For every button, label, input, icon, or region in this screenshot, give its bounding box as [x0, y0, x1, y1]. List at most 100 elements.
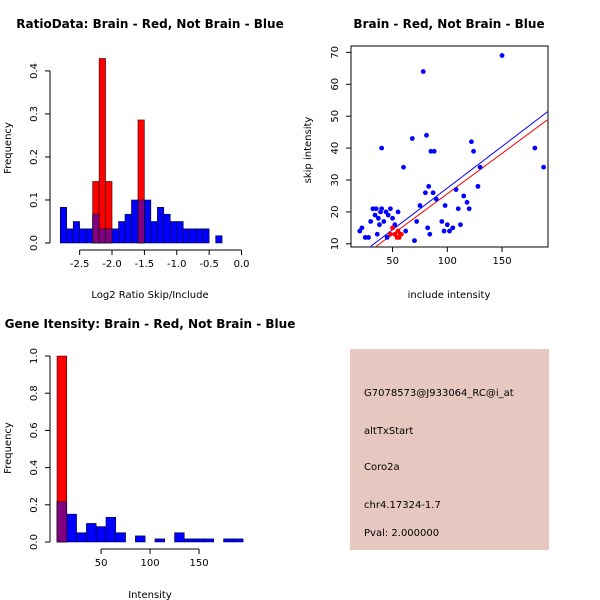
- red-point: [390, 225, 395, 231]
- ratio-histogram-ylabel: Frequency: [3, 122, 14, 174]
- blue-bar: [183, 228, 190, 244]
- y-tick-label: 0.3: [29, 106, 40, 122]
- blue-bar: [135, 535, 146, 543]
- blue-bar: [144, 199, 152, 244]
- blue-point: [403, 228, 409, 234]
- x-tick-label: 50: [386, 256, 399, 267]
- x-tick-label: 50: [95, 558, 108, 569]
- red-fit-line: [375, 118, 549, 247]
- blue-bar: [115, 532, 126, 543]
- blue-bar: [124, 213, 132, 244]
- blue-bar: [79, 228, 87, 244]
- overlap-bar: [105, 228, 113, 244]
- y-tick-label: 60: [330, 78, 341, 91]
- blue-point: [368, 219, 374, 224]
- blue-bar: [203, 538, 214, 543]
- red-bar: [98, 58, 106, 244]
- blue-bar: [105, 517, 117, 543]
- blue-point: [373, 206, 379, 212]
- blue-point: [541, 164, 547, 170]
- blue-bar: [193, 538, 205, 543]
- intensity-scatter: Brain - Red, Not Brain - Blue 50 100 150 10…: [303, 17, 549, 301]
- blue-point: [466, 206, 472, 212]
- gene-name: Coro2a: [364, 462, 400, 473]
- blue-point: [417, 203, 423, 208]
- blue-bar: [157, 207, 165, 244]
- y-tick-label: 0.6: [29, 422, 40, 438]
- blue-point: [439, 219, 445, 224]
- blue-bar: [195, 228, 203, 244]
- ratio-histogram-title: RatioData: Brain - Red, Not Brain - Blue: [16, 17, 283, 31]
- overlap-bar: [56, 501, 68, 543]
- y-tick-label: 0.0: [29, 235, 40, 251]
- x-tick-label: -2.5: [70, 259, 90, 270]
- blue-bar: [131, 199, 139, 244]
- y-tick-label: 0.4: [29, 63, 40, 79]
- gene-intensity-histogram: Gene Itensity: Brain - Red, Not Brain - …: [3, 317, 295, 600]
- blue-point: [461, 193, 467, 199]
- blue-bar: [176, 221, 184, 244]
- y-tick-label: 40: [330, 142, 341, 155]
- blue-point: [420, 69, 426, 74]
- blue-point: [458, 222, 463, 228]
- blue-bar: [174, 532, 185, 543]
- y-tick-label: 0.8: [29, 385, 40, 401]
- x-tick-label: -1.0: [167, 259, 187, 270]
- blue-bar: [150, 221, 158, 244]
- blue-bar: [66, 228, 74, 244]
- y-tick-label: 10: [330, 237, 341, 250]
- info-panel-background: [350, 349, 549, 550]
- blue-bar: [189, 228, 197, 244]
- blue-point: [441, 228, 447, 234]
- y-tick-label: 0.4: [29, 460, 40, 476]
- blue-bar: [111, 228, 119, 244]
- blue-point: [377, 222, 382, 228]
- blue-point: [388, 206, 393, 212]
- x-tick-label: -2.0: [102, 259, 122, 270]
- blue-point: [427, 231, 433, 237]
- ratio-histogram-xlabel: Log2 Ratio Skip/Include: [91, 290, 208, 301]
- blue-bar: [76, 532, 87, 543]
- blue-point: [455, 206, 461, 212]
- red-point: [388, 231, 393, 237]
- y-tick-label: 1.0: [29, 348, 40, 364]
- red-point: [398, 231, 404, 237]
- blue-point: [372, 212, 378, 218]
- blue-point: [384, 235, 390, 240]
- blue-point: [390, 215, 395, 221]
- blue-bar: [184, 538, 195, 543]
- genomic-location: chr4.17324-1.7: [364, 500, 441, 511]
- blue-point: [444, 222, 450, 228]
- scatter-xlabel: include intensity: [408, 290, 491, 301]
- x-tick-label: -0.5: [199, 259, 219, 270]
- blue-bar: [95, 526, 107, 543]
- y-tick-label: 20: [330, 206, 341, 219]
- blue-bar: [72, 221, 80, 244]
- blue-bar: [233, 538, 244, 543]
- scatter-title: Brain - Red, Not Brain - Blue: [353, 17, 544, 31]
- overlap-bar: [137, 199, 145, 244]
- blue-point: [370, 206, 376, 212]
- ratio-histogram: RatioData: Brain - Red, Not Brain - Blue…: [3, 17, 284, 301]
- blue-point: [431, 148, 437, 154]
- blue-point: [375, 215, 381, 221]
- blue-point: [359, 225, 365, 231]
- blue-bar: [66, 513, 77, 543]
- blue-bar: [154, 538, 165, 543]
- blue-point: [532, 145, 538, 151]
- blue-fit-line: [370, 111, 549, 247]
- blue-bar: [170, 221, 178, 244]
- blue-point: [426, 183, 432, 189]
- blue-point: [430, 190, 436, 196]
- blue-point: [401, 164, 406, 170]
- blue-bar: [86, 523, 97, 543]
- x-tick-label: -1.5: [135, 259, 155, 270]
- y-tick-label: 70: [330, 46, 341, 59]
- overlap-bar: [98, 228, 106, 244]
- blue-point: [409, 136, 415, 141]
- blue-point: [385, 212, 391, 218]
- blue-bar: [85, 228, 93, 244]
- x-tick-label: 100: [141, 558, 160, 569]
- y-tick-label: 30: [330, 174, 341, 187]
- blue-bar: [215, 235, 223, 244]
